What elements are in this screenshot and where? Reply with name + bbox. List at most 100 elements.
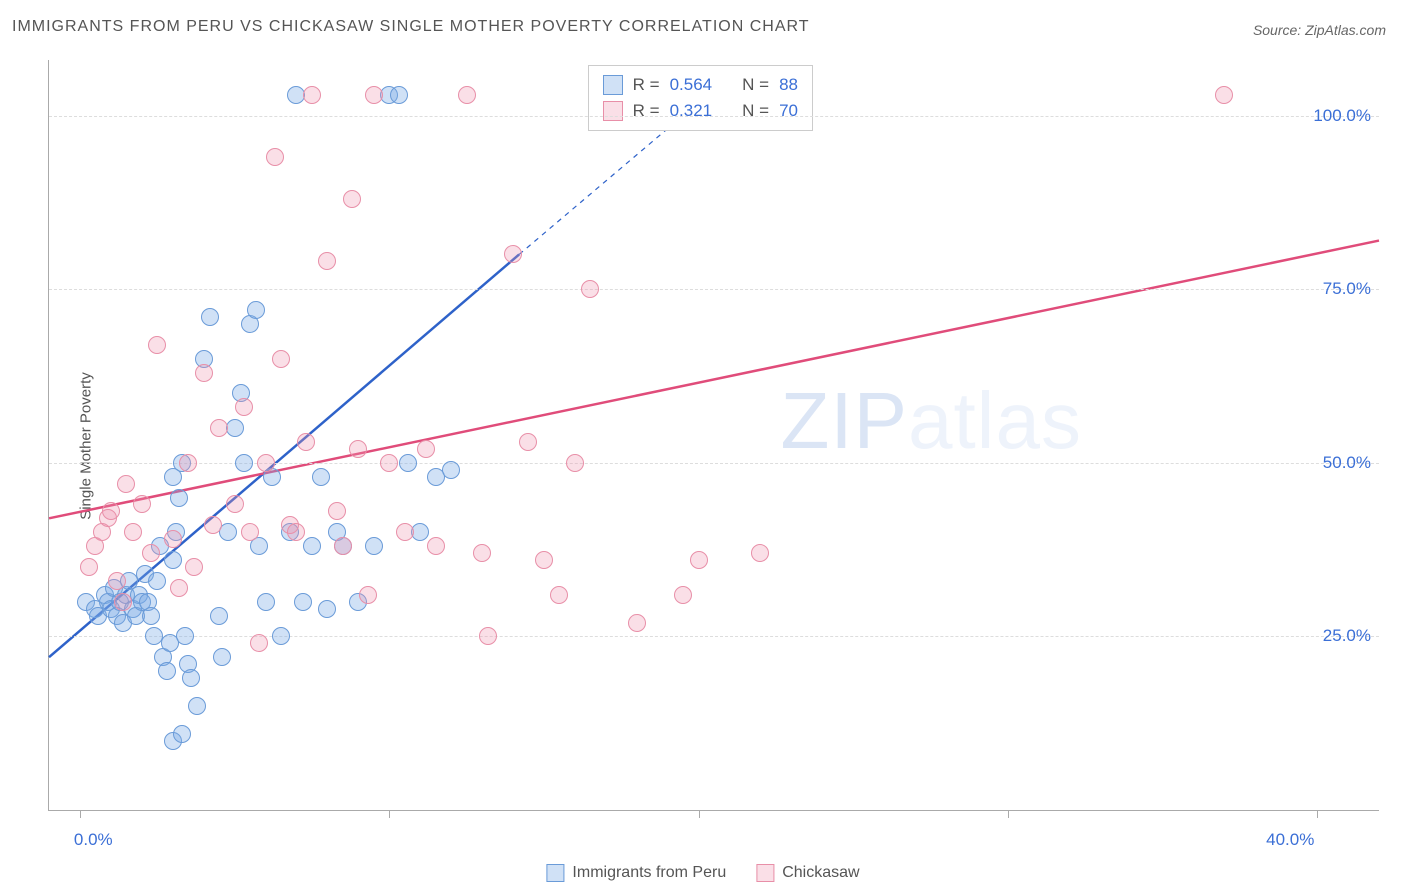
n-label: N = [742, 72, 769, 98]
x-tick [1317, 810, 1318, 818]
scatter-point-chickasaw [550, 586, 568, 604]
scatter-point-chickasaw [519, 433, 537, 451]
scatter-point-chickasaw [235, 398, 253, 416]
legend-bottom: Immigrants from Peru Chickasaw [546, 864, 859, 882]
legend-swatch-peru [546, 864, 564, 882]
chart-container: IMMIGRANTS FROM PERU VS CHICKASAW SINGLE… [0, 0, 1406, 892]
scatter-point-peru [399, 454, 417, 472]
scatter-point-chickasaw [272, 350, 290, 368]
scatter-point-chickasaw [124, 523, 142, 541]
y-tick-label: 100.0% [1313, 106, 1371, 126]
scatter-point-chickasaw [102, 502, 120, 520]
scatter-point-peru [390, 86, 408, 104]
scatter-point-chickasaw [318, 252, 336, 270]
scatter-point-chickasaw [204, 516, 222, 534]
legend-label: Immigrants from Peru [572, 864, 726, 882]
scatter-point-chickasaw [287, 523, 305, 541]
source-prefix: Source: [1253, 22, 1305, 38]
scatter-point-peru [210, 607, 228, 625]
scatter-point-chickasaw [690, 551, 708, 569]
scatter-point-chickasaw [396, 523, 414, 541]
scatter-point-peru [219, 523, 237, 541]
trend-lines-layer [49, 60, 1379, 810]
scatter-point-peru [442, 461, 460, 479]
x-tick-label: 40.0% [1266, 830, 1314, 850]
r-label: R = [633, 98, 660, 124]
scatter-point-chickasaw [117, 475, 135, 493]
y-tick-label: 50.0% [1323, 453, 1371, 473]
scatter-point-chickasaw [334, 537, 352, 555]
legend-swatch-chickasaw [756, 864, 774, 882]
stat-row-chickasaw: R =0.321N =70 [603, 98, 798, 124]
x-tick [389, 810, 390, 818]
scatter-point-peru [182, 669, 200, 687]
scatter-point-chickasaw [241, 523, 259, 541]
gridline [49, 116, 1379, 117]
scatter-point-chickasaw [628, 614, 646, 632]
scatter-point-peru [148, 572, 166, 590]
scatter-point-chickasaw [566, 454, 584, 472]
scatter-point-chickasaw [473, 544, 491, 562]
source-attribution: Source: ZipAtlas.com [1253, 22, 1386, 38]
scatter-point-chickasaw [504, 245, 522, 263]
scatter-point-peru [164, 551, 182, 569]
gridline [49, 289, 1379, 290]
scatter-point-chickasaw [148, 336, 166, 354]
source-name: ZipAtlas.com [1305, 22, 1386, 38]
scatter-point-chickasaw [349, 440, 367, 458]
scatter-point-peru [247, 301, 265, 319]
scatter-point-peru [201, 308, 219, 326]
y-tick-label: 75.0% [1323, 279, 1371, 299]
y-tick-label: 25.0% [1323, 626, 1371, 646]
scatter-point-chickasaw [1215, 86, 1233, 104]
scatter-point-peru [158, 662, 176, 680]
scatter-point-peru [173, 725, 191, 743]
scatter-point-chickasaw [380, 454, 398, 472]
scatter-point-chickasaw [185, 558, 203, 576]
scatter-point-peru [411, 523, 429, 541]
scatter-point-chickasaw [343, 190, 361, 208]
scatter-point-chickasaw [427, 537, 445, 555]
legend-label: Chickasaw [782, 864, 859, 882]
n-value: 88 [779, 72, 798, 98]
stat-swatch-chickasaw [603, 101, 623, 121]
scatter-point-peru [318, 600, 336, 618]
scatter-point-peru [257, 593, 275, 611]
n-value: 70 [779, 98, 798, 124]
scatter-point-chickasaw [108, 572, 126, 590]
x-tick [80, 810, 81, 818]
scatter-point-chickasaw [479, 627, 497, 645]
scatter-point-chickasaw [458, 86, 476, 104]
scatter-point-chickasaw [674, 586, 692, 604]
scatter-point-peru [176, 627, 194, 645]
legend-item-peru: Immigrants from Peru [546, 864, 726, 882]
scatter-point-peru [272, 627, 290, 645]
scatter-point-peru [213, 648, 231, 666]
scatter-point-chickasaw [751, 544, 769, 562]
stat-swatch-peru [603, 75, 623, 95]
scatter-point-chickasaw [80, 558, 98, 576]
scatter-point-chickasaw [535, 551, 553, 569]
scatter-point-peru [235, 454, 253, 472]
scatter-point-chickasaw [170, 579, 188, 597]
scatter-point-chickasaw [114, 593, 132, 611]
scatter-point-chickasaw [417, 440, 435, 458]
scatter-point-peru [303, 537, 321, 555]
scatter-point-peru [294, 593, 312, 611]
x-tick [699, 810, 700, 818]
scatter-point-chickasaw [226, 495, 244, 513]
scatter-point-chickasaw [133, 495, 151, 513]
scatter-point-chickasaw [581, 280, 599, 298]
scatter-point-peru [365, 537, 383, 555]
scatter-point-chickasaw [142, 544, 160, 562]
scatter-point-chickasaw [195, 364, 213, 382]
trend-line-dashed-peru [519, 116, 683, 255]
scatter-point-peru [188, 697, 206, 715]
scatter-point-chickasaw [179, 454, 197, 472]
scatter-point-chickasaw [266, 148, 284, 166]
scatter-point-chickasaw [359, 586, 377, 604]
x-tick [1008, 810, 1009, 818]
r-label: R = [633, 72, 660, 98]
scatter-point-chickasaw [328, 502, 346, 520]
r-value: 0.321 [670, 98, 713, 124]
